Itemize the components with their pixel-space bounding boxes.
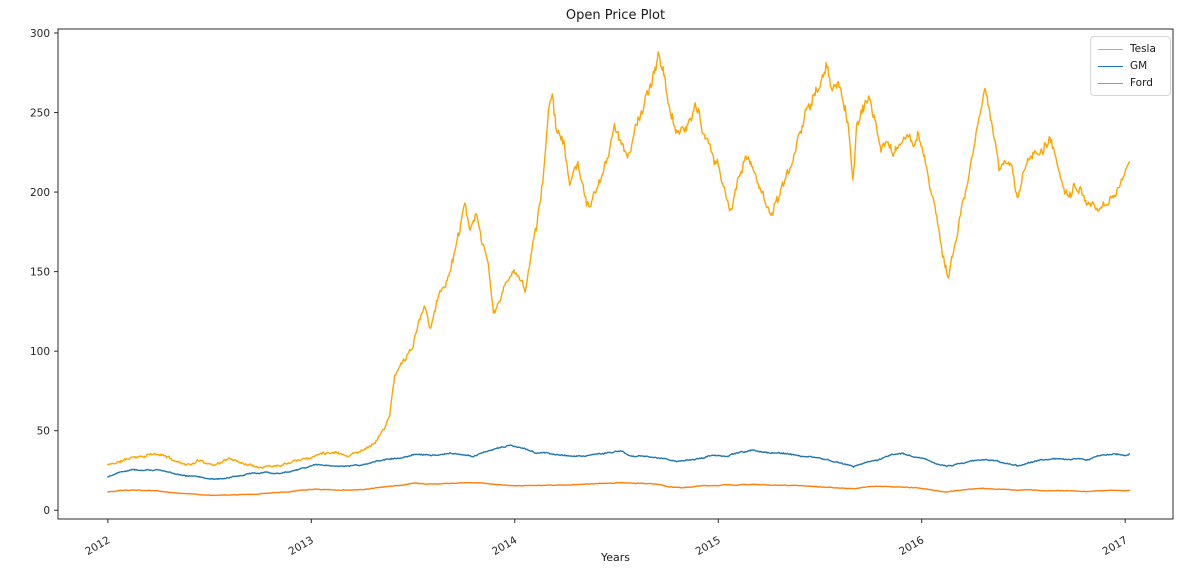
- y-tick-label: 300: [30, 28, 50, 40]
- legend: Tesla GM Ford: [1090, 36, 1171, 96]
- axes-frame: [57, 28, 1174, 520]
- y-tick-label: 200: [30, 187, 50, 199]
- x-axis-label: Years: [600, 551, 631, 564]
- ford-line: [107, 481, 1131, 497]
- y-tick-label: 50: [37, 426, 50, 438]
- y-tick-label: 250: [30, 107, 50, 119]
- gm-line: [107, 444, 1131, 481]
- legend-line-sample: [1098, 66, 1123, 67]
- legend-line-sample: [1098, 49, 1123, 50]
- y-tick-label: 100: [30, 346, 50, 358]
- legend-line-sample: [1098, 83, 1123, 84]
- legend-item-tesla: Tesla: [1098, 43, 1163, 56]
- legend-item-ford: Ford: [1098, 77, 1163, 90]
- y-tick-label: 0: [43, 505, 50, 517]
- y-tick-label: 150: [30, 266, 50, 278]
- chart-title: Open Price Plot: [565, 8, 666, 23]
- legend-label: Ford: [1130, 77, 1153, 90]
- tesla-line: [107, 51, 1131, 469]
- legend-item-gm: GM: [1098, 60, 1163, 73]
- legend-label: GM: [1130, 60, 1148, 73]
- legend-label: Tesla: [1130, 43, 1156, 56]
